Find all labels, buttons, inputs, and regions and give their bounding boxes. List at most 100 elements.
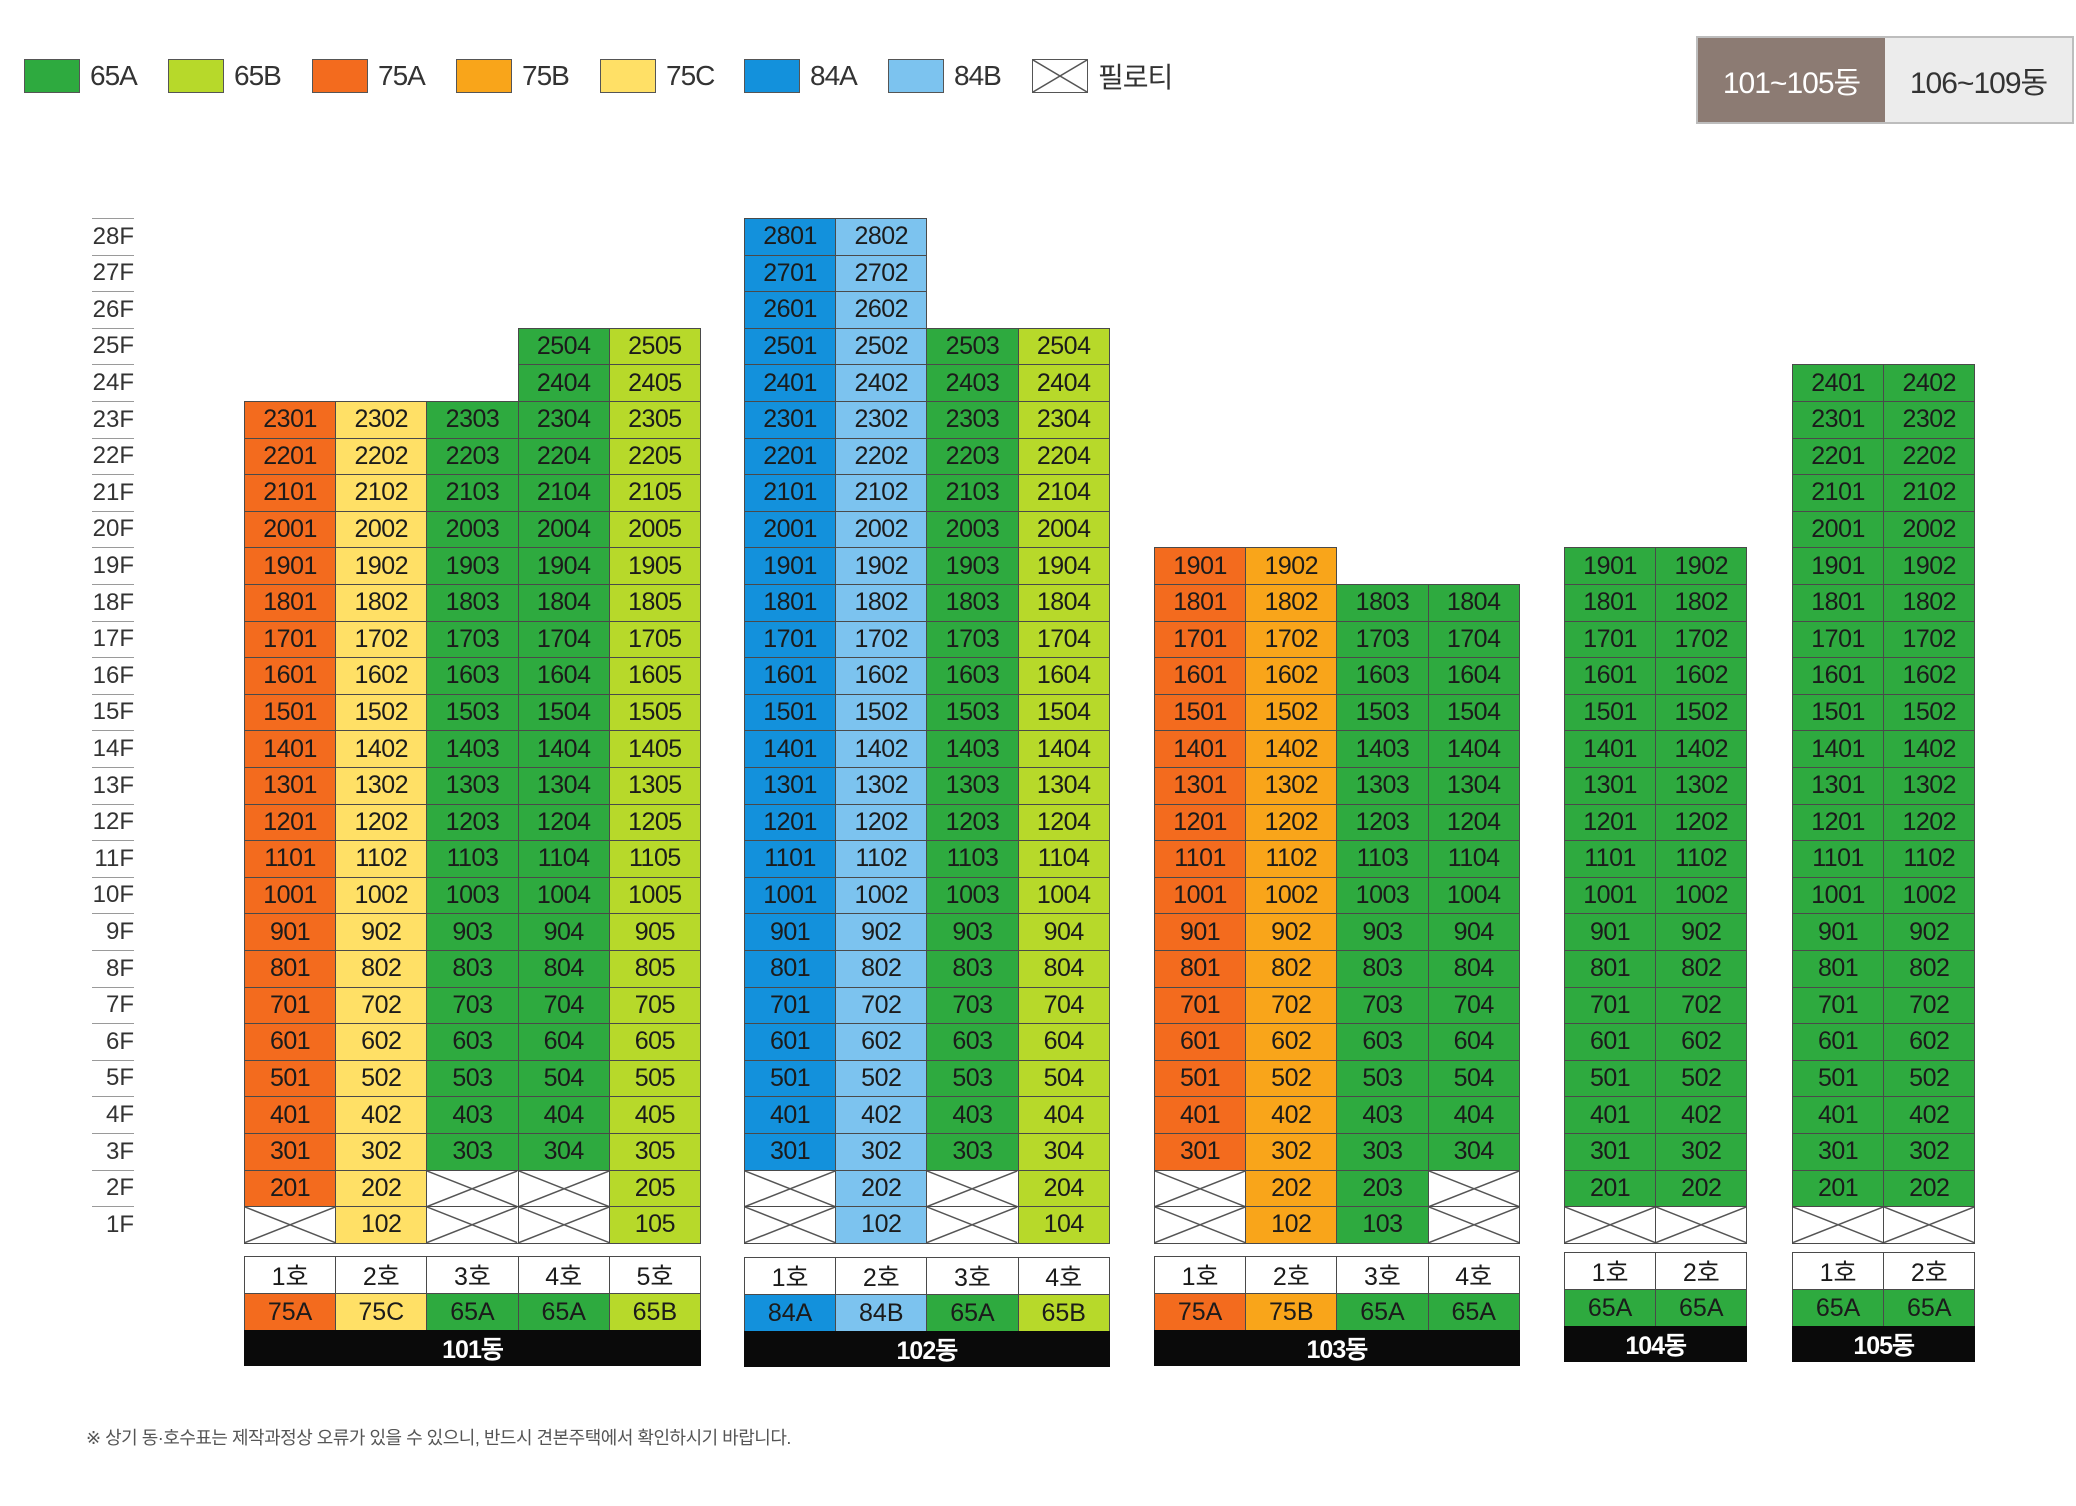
tab-building-group-2[interactable]: 106~109동 — [1885, 38, 2072, 122]
unit-cell: 2201 — [744, 437, 837, 476]
unit-cell: 1801 — [1154, 584, 1247, 622]
unit-cell: 301 — [1564, 1133, 1657, 1171]
unit-cell: 404 — [1427, 1096, 1520, 1134]
unit-cell: 405 — [608, 1096, 701, 1134]
cross-icon — [1793, 1207, 1883, 1243]
unit-cell: 2501 — [744, 327, 837, 366]
unit-cell: 105 — [608, 1206, 701, 1244]
unit-cell: 1802 — [835, 584, 928, 622]
floor-label: 20F — [92, 510, 134, 547]
unit-cell: 304 — [1427, 1133, 1520, 1171]
unit-cell: 1703 — [426, 620, 519, 659]
unit-cell: 704 — [1427, 986, 1520, 1025]
floor-label: 2F — [92, 1169, 134, 1206]
unit-cell: 1701 — [1154, 620, 1247, 659]
unit-cell: 1102 — [1883, 840, 1976, 878]
unit-cell: 2302 — [835, 401, 928, 439]
unit-cell: 1302 — [1245, 767, 1338, 805]
unit-type-cell: 65A — [1883, 1289, 1976, 1327]
legend-label: 필로티 — [1098, 62, 1173, 93]
building-name: 101동 — [244, 1330, 701, 1366]
unit-cell: 804 — [517, 950, 610, 988]
cross-icon — [1429, 1171, 1519, 1207]
unit-cell: 2402 — [1883, 364, 1976, 402]
unit-cell: 1701 — [1792, 620, 1885, 659]
unit-cell: 1001 — [1564, 876, 1657, 915]
unit-cell: 1301 — [1564, 767, 1657, 805]
legend-label: 84A — [810, 60, 858, 91]
unit-cell: 1601 — [244, 657, 337, 695]
unit-cell: 401 — [1792, 1096, 1885, 1134]
piloti-swatch-icon — [1032, 59, 1088, 93]
unit-cell: 2801 — [744, 218, 837, 256]
unit-cell: 2405 — [608, 364, 701, 402]
unit-cell: 1904 — [517, 547, 610, 585]
unit-type-cell: 84B — [835, 1294, 928, 1332]
unit-cell: 1601 — [1154, 657, 1247, 695]
tab-building-group-1[interactable]: 101~105동 — [1698, 38, 1885, 122]
unit-cell: 904 — [1427, 913, 1520, 951]
unit-cell: 1602 — [835, 657, 928, 695]
unit-cell: 2004 — [517, 510, 610, 549]
unit-cell: 1702 — [1883, 620, 1976, 659]
floor-label: 27F — [92, 254, 134, 291]
cross-icon — [1155, 1171, 1245, 1207]
unit-type-cell: 65B — [1017, 1294, 1110, 1332]
floor-label: 10F — [92, 876, 134, 913]
unit-cell: 1503 — [1336, 693, 1429, 732]
unit-cell: 503 — [426, 1059, 519, 1098]
unit-number-header: 2호 — [335, 1256, 428, 1294]
unit-number-header: 3호 — [426, 1256, 519, 1294]
unit-cell: 203 — [1336, 1169, 1429, 1208]
building-group-toggle: 101~105동 106~109동 — [1696, 36, 2074, 124]
unit-cell: 902 — [335, 913, 428, 951]
floor-label: 21F — [92, 474, 134, 510]
unit-cell: 402 — [1245, 1096, 1338, 1134]
unit-cell: 1202 — [1245, 803, 1338, 842]
unit-cell: 2404 — [517, 364, 610, 402]
unit-cell: 104 — [1017, 1206, 1110, 1244]
piloti-cell — [1792, 1206, 1885, 1244]
unit-cell: 1003 — [426, 876, 519, 915]
unit-cell: 1703 — [926, 620, 1019, 659]
unit-cell: 1202 — [335, 803, 428, 842]
unit-cell: 701 — [1154, 986, 1247, 1025]
unit-cell: 2103 — [426, 474, 519, 512]
unit-cell: 1203 — [426, 803, 519, 842]
floor-label: 15F — [92, 693, 134, 730]
unit-cell: 1304 — [1427, 767, 1520, 805]
unit-cell: 303 — [926, 1133, 1019, 1171]
floor-label: 19F — [92, 547, 134, 583]
unit-cell: 2101 — [244, 474, 337, 512]
unit-cell: 1503 — [426, 693, 519, 732]
cross-icon — [519, 1207, 609, 1243]
unit-cell: 1502 — [835, 693, 928, 732]
unit-cell: 205 — [608, 1169, 701, 1208]
unit-cell: 801 — [1154, 950, 1247, 988]
unit-cell: 502 — [1883, 1059, 1976, 1098]
unit-cell: 2301 — [744, 401, 837, 439]
unit-cell: 1805 — [608, 584, 701, 622]
unit-cell: 402 — [1655, 1096, 1748, 1134]
unit-cell: 1701 — [244, 620, 337, 659]
unit-cell: 504 — [1427, 1059, 1520, 1098]
unit-cell: 2403 — [926, 364, 1019, 402]
unit-cell: 1404 — [517, 730, 610, 768]
unit-cell: 1202 — [1883, 803, 1976, 842]
unit-cell: 403 — [1336, 1096, 1429, 1134]
unit-cell: 2004 — [1017, 510, 1110, 549]
piloti-cell — [1154, 1206, 1247, 1244]
unit-cell: 404 — [1017, 1096, 1110, 1134]
legend-item-75a: 75A — [312, 56, 426, 96]
unit-number-header: 3호 — [926, 1257, 1019, 1295]
unit-cell: 2002 — [835, 510, 928, 549]
unit-cell: 302 — [1245, 1133, 1338, 1171]
legend-label: 75B — [522, 60, 570, 91]
unit-cell: 2502 — [835, 327, 928, 366]
unit-cell: 704 — [517, 986, 610, 1025]
unit-cell: 1604 — [1427, 657, 1520, 695]
unit-cell: 201 — [1792, 1169, 1885, 1208]
unit-cell: 601 — [1792, 1023, 1885, 1061]
legend-item-65a: 65A — [24, 56, 138, 96]
unit-cell: 1101 — [1154, 840, 1247, 878]
